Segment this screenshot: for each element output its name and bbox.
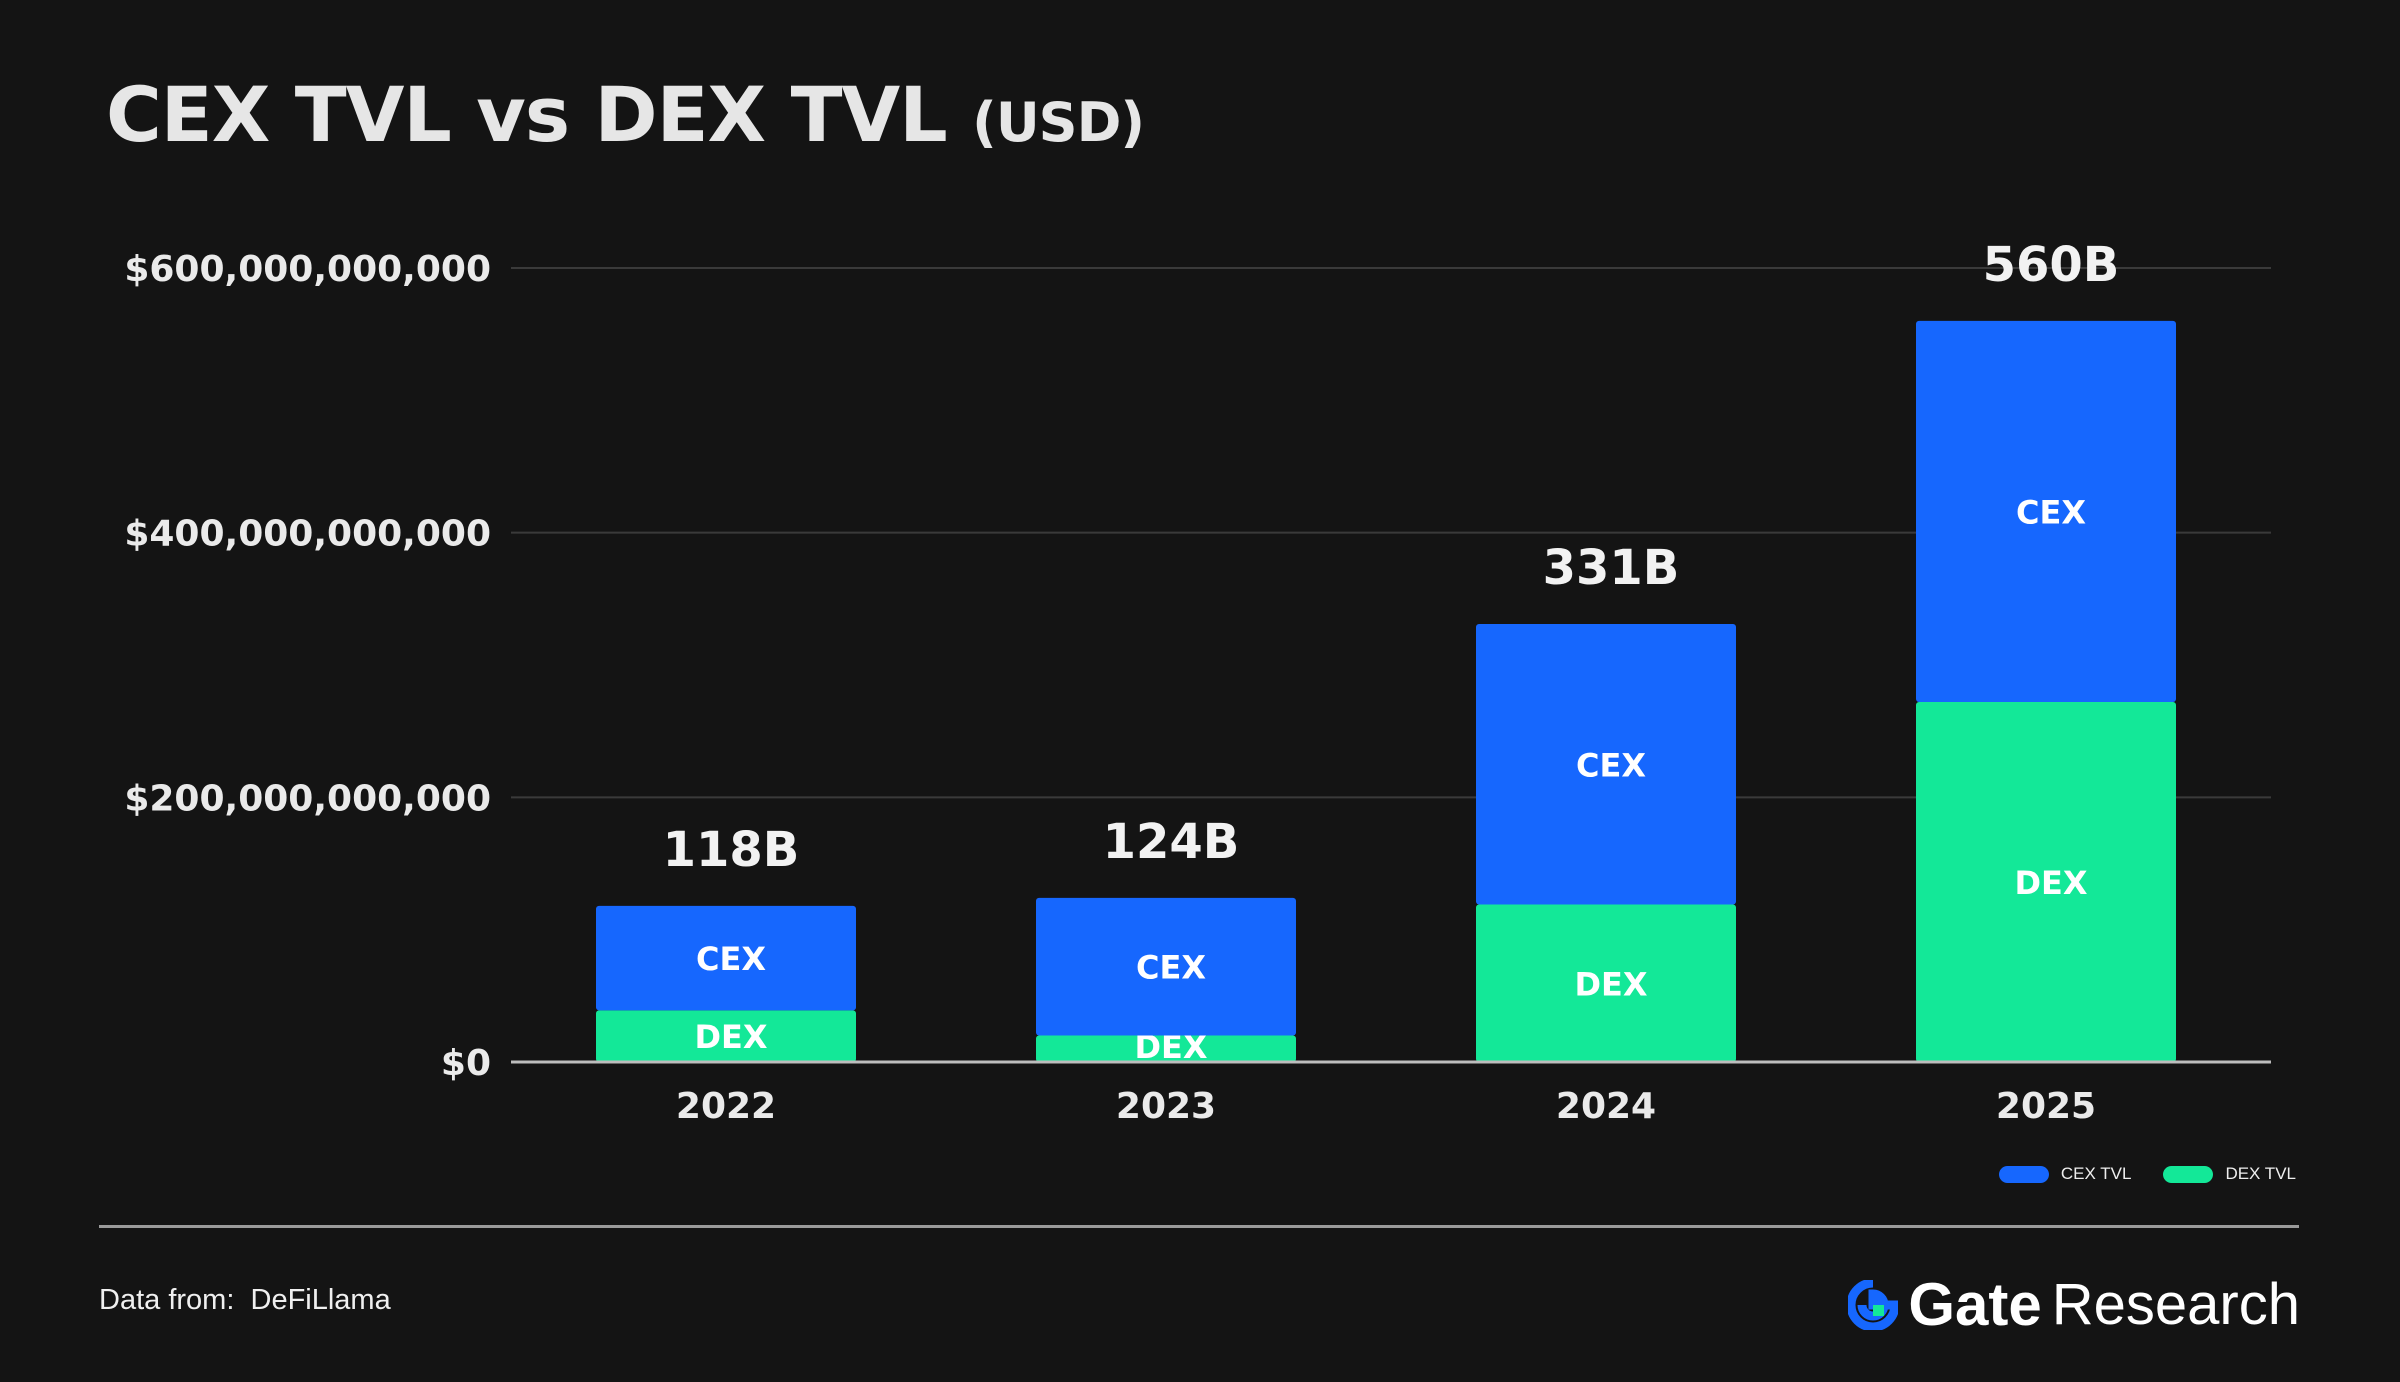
source-label: Data from: xyxy=(99,1284,235,1316)
bar-segment-cex xyxy=(1476,623,1736,905)
bar-segment-dex xyxy=(1036,1035,1296,1062)
legend-item-dex: DEX TVL xyxy=(2163,1164,2296,1184)
chart-title: CEX TVL vs DEX TVL (USD) xyxy=(106,70,1145,159)
total-label: 560B xyxy=(1983,237,2120,293)
footer-divider xyxy=(99,1225,2299,1228)
segment-label: DEX xyxy=(1574,965,1647,1003)
brand-suffix: Research xyxy=(2051,1272,2300,1337)
bar-segment-cex xyxy=(596,905,856,1011)
gate-logo-icon xyxy=(1848,1279,1899,1330)
x-tick-label: 2025 xyxy=(1996,1086,2096,1127)
legend-swatch-dex xyxy=(2163,1165,2214,1183)
segment-label: DEX xyxy=(2014,864,2087,902)
total-label: 124B xyxy=(1103,814,1240,870)
legend-swatch-cex xyxy=(1998,1165,2049,1183)
bar-segment-dex xyxy=(1476,904,1736,1062)
total-label: 331B xyxy=(1543,540,1680,596)
segment-label: CEX xyxy=(1136,949,1206,987)
legend-label-dex: DEX TVL xyxy=(2225,1164,2296,1183)
data-source: Data from: DeFiLlama xyxy=(99,1284,391,1317)
bar-segment-dex xyxy=(596,1010,856,1062)
title-text: CEX TVL vs DEX TVL xyxy=(106,70,948,159)
total-label: 118B xyxy=(663,822,800,878)
source-value: DeFiLlama xyxy=(250,1284,391,1316)
x-tick-label: 2022 xyxy=(676,1086,776,1127)
bar-segment-cex xyxy=(1916,320,2176,703)
bar-segment-dex xyxy=(1916,702,2176,1062)
y-tick-label: $600,000,000,000 xyxy=(124,249,491,290)
x-tick-label: 2024 xyxy=(1556,1086,1656,1127)
y-tick-label: $400,000,000,000 xyxy=(124,514,491,555)
x-tick-label: 2023 xyxy=(1116,1086,1216,1127)
legend-item-cex: CEX TVL xyxy=(1998,1164,2132,1184)
segment-label: CEX xyxy=(1576,746,1646,784)
y-tick-label: $200,000,000,000 xyxy=(124,778,491,819)
brand-name: Gate xyxy=(1908,1271,2042,1338)
y-tick-label: $0 xyxy=(441,1043,491,1084)
bar-segment-cex xyxy=(1036,897,1296,1036)
legend: CEX TVL DEX TVL xyxy=(1998,1164,2296,1184)
legend-label-cex: CEX TVL xyxy=(2060,1164,2132,1183)
segment-label: CEX xyxy=(2016,493,2086,531)
segment-label: CEX xyxy=(696,940,766,978)
title-unit: (USD) xyxy=(972,91,1145,154)
segment-label: DEX xyxy=(694,1018,767,1056)
gate-research-logo: Gate Research xyxy=(1848,1270,2300,1339)
